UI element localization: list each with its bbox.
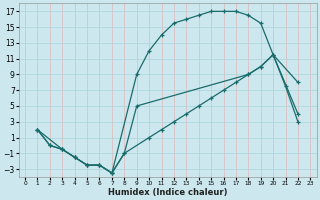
X-axis label: Humidex (Indice chaleur): Humidex (Indice chaleur) xyxy=(108,188,228,197)
